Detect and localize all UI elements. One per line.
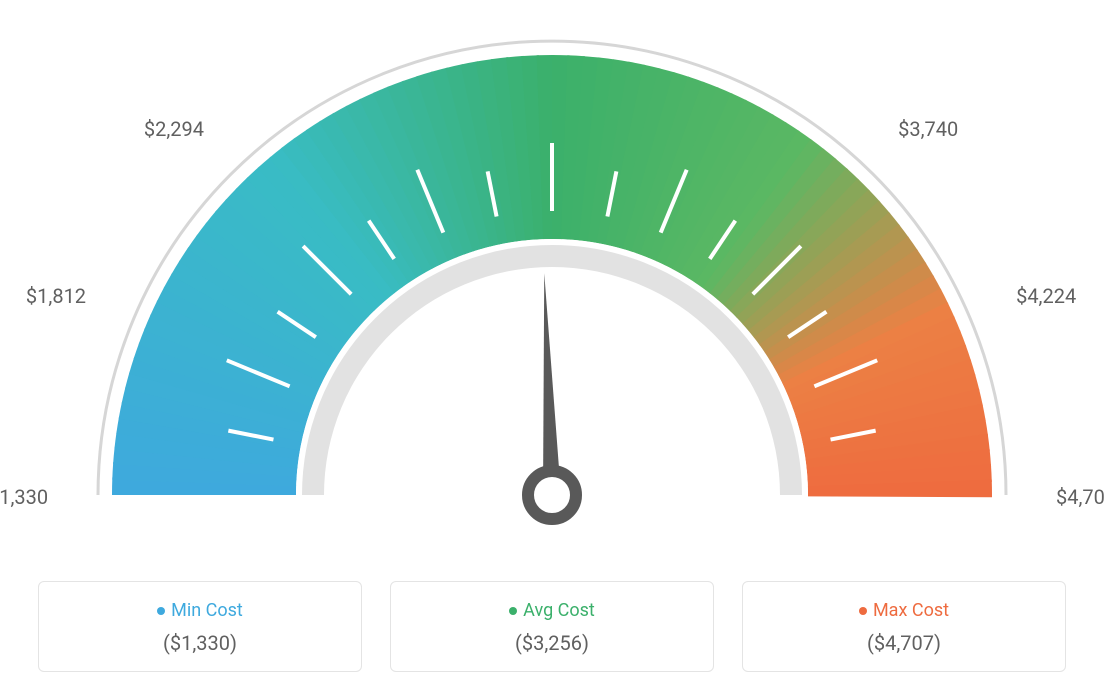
gauge-chart-container: $1,330$1,812$2,294$3,256$3,740$4,224$4,7… [0, 0, 1104, 690]
gauge-tick-label: $1,812 [26, 284, 86, 308]
gauge-tick-label: $2,294 [144, 117, 204, 141]
gauge-svg [0, 0, 1104, 560]
min-cost-title: Min Cost [49, 600, 351, 621]
min-cost-label: Min Cost [171, 600, 243, 621]
min-cost-dot-icon [157, 607, 165, 615]
avg-cost-label: Avg Cost [523, 600, 595, 621]
max-cost-label: Max Cost [873, 600, 949, 621]
min-cost-value: ($1,330) [49, 631, 351, 655]
avg-cost-card: Avg Cost ($3,256) [390, 581, 714, 672]
gauge-area: $1,330$1,812$2,294$3,256$3,740$4,224$4,7… [0, 0, 1104, 560]
avg-cost-dot-icon [509, 607, 517, 615]
gauge-tick-label: $4,707 [1056, 485, 1104, 509]
max-cost-title: Max Cost [753, 600, 1055, 621]
max-cost-card: Max Cost ($4,707) [742, 581, 1066, 672]
min-cost-card: Min Cost ($1,330) [38, 581, 362, 672]
avg-cost-title: Avg Cost [401, 600, 703, 621]
summary-cards: Min Cost ($1,330) Avg Cost ($3,256) Max … [38, 581, 1066, 672]
gauge-tick-label: $1,330 [0, 485, 48, 509]
avg-cost-value: ($3,256) [401, 631, 703, 655]
max-cost-value: ($4,707) [753, 631, 1055, 655]
gauge-tick-label: $3,740 [898, 117, 958, 141]
max-cost-dot-icon [859, 607, 867, 615]
gauge-tick-label: $4,224 [1016, 284, 1076, 308]
